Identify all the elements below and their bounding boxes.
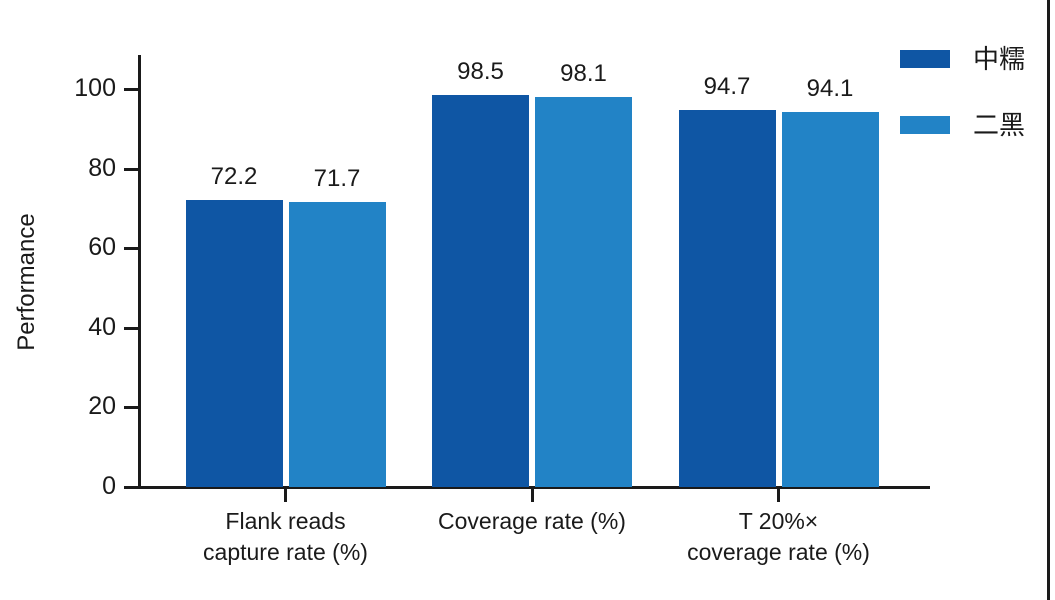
bar-g3-s1 xyxy=(678,110,776,487)
y-axis-title: Performance xyxy=(13,213,40,351)
y-tick-label: 60 xyxy=(88,233,116,262)
y-tick-mark xyxy=(124,167,138,171)
legend-label-1: 中糯 xyxy=(973,44,1026,74)
y-axis-line xyxy=(138,55,141,489)
y-tick-label: 80 xyxy=(88,153,116,182)
x-axis-line xyxy=(138,486,930,489)
bar-value-g1-s1: 72.2 xyxy=(210,162,258,190)
bar-g2-s2 xyxy=(535,96,632,487)
y-tick-mark xyxy=(124,406,138,410)
legend-item-2: 二黑 xyxy=(900,110,1025,140)
y-tick-mark xyxy=(124,88,138,91)
legend-swatch-1 xyxy=(900,50,950,68)
bar-value-g3-s1: 94.7 xyxy=(703,73,751,101)
x-tick-mark xyxy=(284,489,287,502)
y-tick-mark xyxy=(124,326,138,330)
bar-value-g1-s2: 71.7 xyxy=(313,164,361,192)
x-category-label-1: Flank reads capture rate (%) xyxy=(203,508,368,565)
bar-value-g3-s2: 94.1 xyxy=(806,75,854,103)
legend-swatch-2 xyxy=(900,116,950,134)
bar-g1-s2 xyxy=(288,201,386,487)
bar-value-g2-s1: 98.5 xyxy=(457,57,504,85)
x-tick-mark xyxy=(777,489,780,502)
bar-g1-s1 xyxy=(185,199,283,487)
x-tick-mark xyxy=(530,489,534,502)
x-category-label-3: T 20%× coverage rate (%) xyxy=(687,508,870,565)
bar-value-g2-s2: 98.1 xyxy=(560,59,607,87)
bar-g3-s2 xyxy=(781,112,879,487)
y-tick-label: 20 xyxy=(88,392,116,421)
y-tick-mark xyxy=(124,486,138,489)
x-category-label-2: Coverage rate (%) xyxy=(438,508,626,534)
y-tick-label: 0 xyxy=(102,472,116,500)
page-border-right-line xyxy=(1047,0,1050,600)
legend-item-1: 中糯 xyxy=(900,44,1025,74)
y-tick-label: 100 xyxy=(74,74,116,102)
bar-g2-s1 xyxy=(432,94,529,487)
y-tick-label: 40 xyxy=(88,312,116,341)
legend-label-2: 二黑 xyxy=(973,110,1026,140)
y-tick-mark xyxy=(124,247,138,251)
